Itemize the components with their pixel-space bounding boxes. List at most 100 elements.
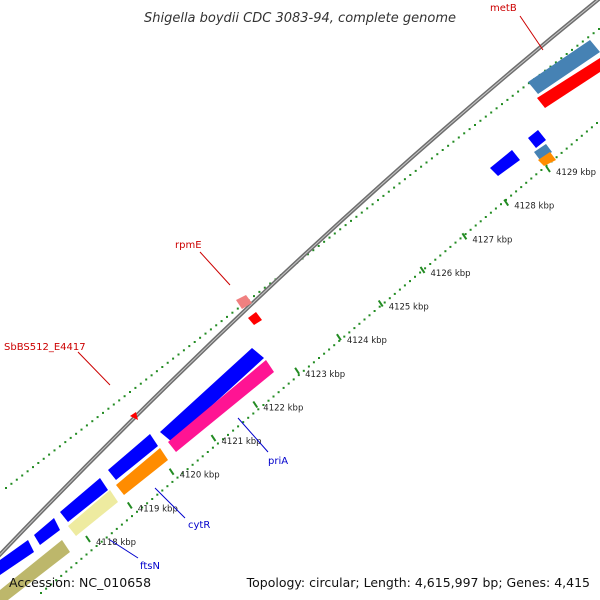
gene-metB-red[interactable] [537,58,600,108]
gc-dot-inner [110,532,113,535]
gene-cds-1[interactable] [160,348,264,442]
gc-dot-inner [520,186,523,189]
gc-dot-outer [436,153,439,156]
gene-priA[interactable] [168,360,274,452]
gc-dot-outer [220,320,223,323]
gc-dot-inner [479,220,482,223]
tick-mark [168,468,175,476]
tick-mark [336,333,342,341]
gc-dot-inner [464,233,467,236]
gc-dot-inner [596,122,598,124]
gc-dot-inner [474,224,477,227]
tick-label: 4129 kbp [556,168,596,178]
gc-dot-inner [505,198,507,201]
gc-dot-inner [191,463,194,466]
gc-dot-inner [469,228,472,231]
gc-dot-outer [75,432,78,435]
gc-dot-inner [267,399,270,402]
leader-ftsN [109,539,139,559]
gc-dot-outer [333,232,336,235]
gc-dot-outer [182,349,185,352]
gc-dot-inner [201,455,204,458]
gc-dot-inner [292,378,295,381]
gc-dot-outer [463,132,466,135]
gc-dot-outer [430,157,433,160]
gc-dot-inner [156,493,159,496]
gc-dot-inner [262,404,265,406]
gene-cds-5[interactable] [0,540,34,575]
gene-cds-2[interactable] [108,434,158,480]
gc-dot-outer [328,236,331,239]
gc-dot-inner [257,408,260,411]
gene-steelblue-small[interactable] [534,144,552,160]
gc-dot-outer [112,403,115,406]
gc-dot-outer [468,128,471,131]
gc-dot-inner [570,143,573,146]
gene-cytR[interactable] [116,448,168,495]
gc-dot-inner [388,297,391,300]
gc-dot-inner [105,536,108,539]
gc-dot-outer [587,36,590,39]
gc-dot-inner [242,421,245,424]
gc-dot-inner [100,540,103,543]
gene-khaki-1[interactable] [68,490,118,536]
gene-rpmE-red[interactable] [248,312,262,325]
gc-dot-inner [590,126,593,129]
gc-dot-inner [50,583,53,586]
gene-metB-steelblue[interactable] [528,40,600,94]
gc-dot-inner [378,305,381,308]
gc-dot-inner [343,335,346,338]
gc-dot-inner [55,579,58,582]
gc-dot-outer [69,436,72,439]
gene-label-rpmE[interactable]: rpmE [175,240,202,251]
gene-label-metB[interactable]: metB [490,3,517,14]
gene-track-inner [0,144,556,600]
gc-dot-inner [424,267,427,270]
gc-dot-inner [328,348,331,351]
tick-label: 4126 kbp [431,269,471,279]
gene-cds-4[interactable] [34,518,60,545]
gc-dot-outer [409,174,412,176]
gc-dot-inner [70,566,73,569]
gc-dot-inner [252,412,255,415]
gene-cds-7[interactable] [528,130,546,148]
gc-dot-outer [107,407,110,410]
gc-dot-inner [136,510,138,513]
gc-dot-outer [209,328,212,331]
gene-orange-small[interactable] [538,152,556,166]
gc-dot-inner [302,369,305,372]
gc-dot-inner [484,216,487,218]
tick-mark [85,535,91,543]
gene-label-SbBS512_E4417[interactable]: SbBS512_E4417 [4,342,86,353]
tick-mark [545,165,551,173]
gc-dot-outer [53,449,56,452]
gc-dot-inner [429,263,432,265]
gc-dot-outer [382,194,385,197]
gc-dot-inner [585,130,588,133]
gc-dot-inner [530,177,533,180]
gc-dot-outer [501,103,503,106]
gc-dot-inner [494,207,497,210]
gene-track-main [0,130,546,575]
gc-dot-outer [474,124,476,126]
gene-cds-3[interactable] [60,478,108,522]
gc-dot-inner [449,245,452,248]
gene-SbBS512_E4417[interactable] [130,412,138,420]
gc-dot-inner [272,395,275,398]
gc-dot-outer [387,190,390,193]
gc-dot-outer [527,82,530,85]
gene-rpmE-pink[interactable] [236,295,252,309]
gene-label-cytR[interactable]: cytR [188,520,210,531]
gene-khaki-2[interactable] [0,540,70,600]
gene-label-priA[interactable]: priA [268,456,288,467]
gc-dot-outer [371,203,374,206]
gene-label-ftsN[interactable]: ftsN [140,561,160,572]
gc-dot-inner [131,515,133,518]
gc-dot-inner [206,451,209,453]
gene-cds-6[interactable] [490,150,520,176]
gc-dot-outer [10,482,13,485]
gc-dot-inner [318,357,320,359]
gc-dot-outer [452,140,455,143]
gc-dot-inner [580,134,583,137]
